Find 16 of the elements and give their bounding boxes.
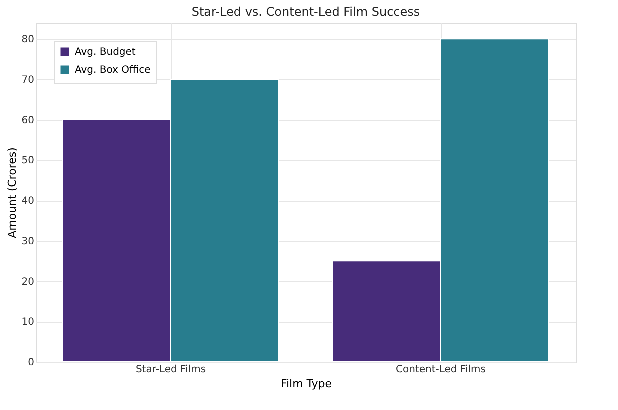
y-tick-label: 0	[28, 358, 34, 368]
y-tick-label: 60	[22, 115, 34, 126]
legend-label: Avg. Box Office	[75, 65, 151, 76]
y-tick-label: 80	[22, 34, 34, 46]
x-tick-label: Content-Led Films	[396, 364, 486, 376]
y-tick-label: 40	[22, 196, 34, 208]
x-tick-label: Star-Led Films	[136, 364, 206, 376]
y-tick-label: 30	[22, 236, 34, 248]
x-axis-title: Film Type	[280, 378, 332, 390]
y-tick-label: 20	[22, 276, 34, 288]
y-axis-title: Amount (Crores)	[6, 148, 19, 238]
legend-label: Avg. Budget	[75, 47, 136, 58]
y-tick-label: 10	[22, 317, 34, 328]
y-tick-label: 50	[22, 156, 34, 167]
y-tick-label: 70	[22, 75, 34, 86]
chart-title: Star-Led vs. Content-Led Film Success	[192, 5, 420, 19]
